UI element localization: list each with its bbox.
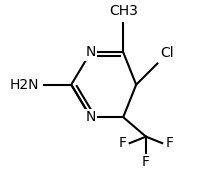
Text: H2N: H2N [9,78,39,92]
Text: Cl: Cl [161,46,174,60]
Text: N: N [85,110,96,124]
Text: N: N [85,45,96,59]
Text: F: F [142,154,150,169]
Text: F: F [119,136,126,150]
Text: CH3: CH3 [109,4,138,18]
Text: F: F [165,136,173,150]
